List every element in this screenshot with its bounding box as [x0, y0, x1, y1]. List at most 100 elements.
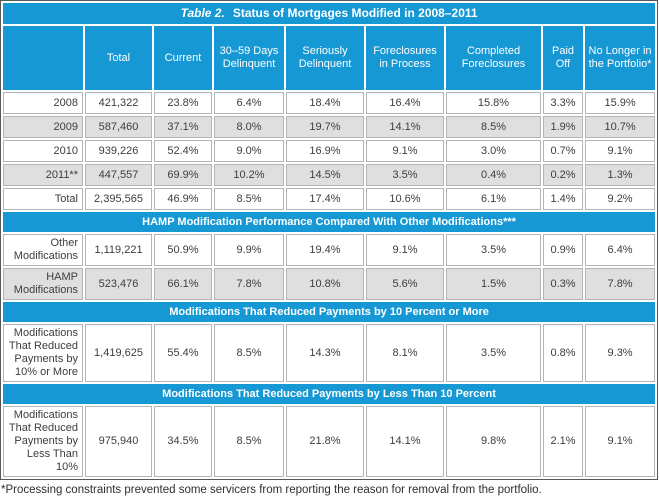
data-cell: 19.4%	[286, 234, 364, 266]
row-label: Modifications That Reduced Payments by L…	[3, 406, 83, 477]
data-cell: 975,940	[85, 406, 152, 477]
data-cell: 52.4%	[154, 140, 212, 162]
data-cell: 1.4%	[543, 188, 583, 210]
table-title-row: Table 2. Status of Mortgages Modified in …	[3, 3, 656, 24]
data-cell: 8.5%	[446, 116, 541, 138]
table-row: 2009 587,460 37.1% 8.0% 19.7% 14.1% 8.5% 1.9% 10…	[3, 116, 656, 138]
row-label: 2010	[3, 140, 83, 162]
data-cell: 5.6%	[366, 268, 444, 300]
data-cell: 10.2%	[214, 164, 284, 186]
data-cell: 15.9%	[585, 92, 656, 114]
data-cell: 9.1%	[366, 140, 444, 162]
table-row: 2010 939,226 52.4% 9.0% 16.9% 9.1% 3.0% 0.7% 9.1…	[3, 140, 656, 162]
section-header: HAMP Modification Performance Compared W…	[3, 212, 656, 232]
data-cell: 17.4%	[286, 188, 364, 210]
data-cell: 1,419,625	[85, 324, 152, 382]
table-title: Table 2. Status of Mortgages Modified in …	[3, 3, 656, 24]
data-cell: 10.7%	[585, 116, 656, 138]
table-row: Total 2,395,565 46.9% 8.5% 17.4% 10.6% 6.1% 1.4…	[3, 188, 656, 210]
table-title-prefix: Table 2.	[180, 6, 225, 20]
section-header: Modifications That Reduced Payments by 1…	[3, 302, 656, 322]
data-cell: 16.9%	[286, 140, 364, 162]
data-cell: 421,322	[85, 92, 152, 114]
data-cell: 34.5%	[154, 406, 212, 477]
data-cell: 523,476	[85, 268, 152, 300]
mortgage-status-table: Table 2. Status of Mortgages Modified in …	[0, 0, 659, 480]
data-cell: 9.1%	[585, 140, 656, 162]
table-row: 2008 421,322 23.8% 6.4% 18.4% 16.4% 15.8% 3.3% 1…	[3, 92, 656, 114]
data-cell: 15.8%	[446, 92, 541, 114]
data-cell: 3.5%	[366, 164, 444, 186]
data-cell: 1.3%	[585, 164, 656, 186]
section-header: Modifications That Reduced Payments by L…	[3, 384, 656, 404]
data-cell: 9.9%	[214, 234, 284, 266]
data-cell: 0.3%	[543, 268, 583, 300]
data-cell: 55.4%	[154, 324, 212, 382]
data-cell: 7.8%	[214, 268, 284, 300]
data-cell: 37.1%	[154, 116, 212, 138]
data-cell: 1,119,221	[85, 234, 152, 266]
row-label: 2008	[3, 92, 83, 114]
data-cell: 14.5%	[286, 164, 364, 186]
table-row: 2011** 447,557 69.9% 10.2% 14.5% 3.5% 0.4% 0.2%…	[3, 164, 656, 186]
data-cell: 9.0%	[214, 140, 284, 162]
row-label: 2011**	[3, 164, 83, 186]
data-cell: 939,226	[85, 140, 152, 162]
data-cell: 69.9%	[154, 164, 212, 186]
section-header-row: Modifications That Reduced Payments by 1…	[3, 302, 656, 322]
data-cell: 9.3%	[585, 324, 656, 382]
data-cell: 6.4%	[214, 92, 284, 114]
data-cell: 6.1%	[446, 188, 541, 210]
data-cell: 6.4%	[585, 234, 656, 266]
data-cell: 0.2%	[543, 164, 583, 186]
data-cell: 66.1%	[154, 268, 212, 300]
row-label: HAMP Modifications	[3, 268, 83, 300]
data-cell: 0.4%	[446, 164, 541, 186]
column-header: No Longer in the Portfolio*	[585, 26, 656, 90]
data-cell: 3.0%	[446, 140, 541, 162]
data-cell: 9.2%	[585, 188, 656, 210]
table-row: Other Modifications 1,119,221 50.9% 9.9% 19.…	[3, 234, 656, 266]
row-label: Modifications That Reduced Payments by 1…	[3, 324, 83, 382]
table-row: Modifications That Reduced Payments by L…	[3, 406, 656, 477]
data-cell: 587,460	[85, 116, 152, 138]
data-cell: 19.7%	[286, 116, 364, 138]
data-cell: 14.1%	[366, 406, 444, 477]
data-cell: 23.8%	[154, 92, 212, 114]
data-cell: 447,557	[85, 164, 152, 186]
column-header: Current	[154, 26, 212, 90]
data-cell: 2.1%	[543, 406, 583, 477]
data-cell: 9.1%	[366, 234, 444, 266]
data-cell: 7.8%	[585, 268, 656, 300]
data-cell: 8.1%	[366, 324, 444, 382]
table-row: Modifications That Reduced Payments by 1…	[3, 324, 656, 382]
data-cell: 9.1%	[585, 406, 656, 477]
data-cell: 3.5%	[446, 324, 541, 382]
column-header: Paid Off	[543, 26, 583, 90]
data-cell: 8.5%	[214, 406, 284, 477]
table-footnote: *Processing constraints prevented some s…	[1, 484, 542, 496]
data-cell: 9.8%	[446, 406, 541, 477]
data-cell: 0.7%	[543, 140, 583, 162]
section-header-row: HAMP Modification Performance Compared W…	[3, 212, 656, 232]
data-cell: 14.3%	[286, 324, 364, 382]
column-header: Total	[85, 26, 152, 90]
column-header: Completed Foreclosures	[446, 26, 541, 90]
row-label: Total	[3, 188, 83, 210]
column-header-row: Total Current 30–59 Days Delinquent Serious…	[3, 26, 656, 90]
data-cell: 16.4%	[366, 92, 444, 114]
row-label: Other Modifications	[3, 234, 83, 266]
data-cell: 3.5%	[446, 234, 541, 266]
data-cell: 2,395,565	[85, 188, 152, 210]
data-cell: 0.9%	[543, 234, 583, 266]
table-title-text: Status of Mortgages Modified in 2008–201…	[232, 6, 478, 20]
data-cell: 8.5%	[214, 188, 284, 210]
column-header: Seriously Delinquent	[286, 26, 364, 90]
data-cell: 14.1%	[366, 116, 444, 138]
section-header-row: Modifications That Reduced Payments by L…	[3, 384, 656, 404]
column-header: 30–59 Days Delinquent	[214, 26, 284, 90]
data-cell: 0.8%	[543, 324, 583, 382]
column-header: Foreclosures in Process	[366, 26, 444, 90]
data-cell: 10.8%	[286, 268, 364, 300]
